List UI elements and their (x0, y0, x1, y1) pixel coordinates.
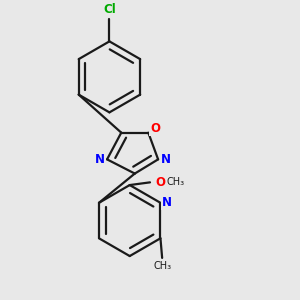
Text: CH₃: CH₃ (153, 261, 171, 271)
Text: O: O (150, 122, 160, 135)
Text: O: O (156, 176, 166, 189)
Text: Cl: Cl (103, 3, 116, 16)
Text: N: N (94, 153, 105, 166)
Text: CH₃: CH₃ (167, 177, 185, 188)
Text: N: N (162, 196, 172, 209)
Text: N: N (160, 153, 171, 166)
